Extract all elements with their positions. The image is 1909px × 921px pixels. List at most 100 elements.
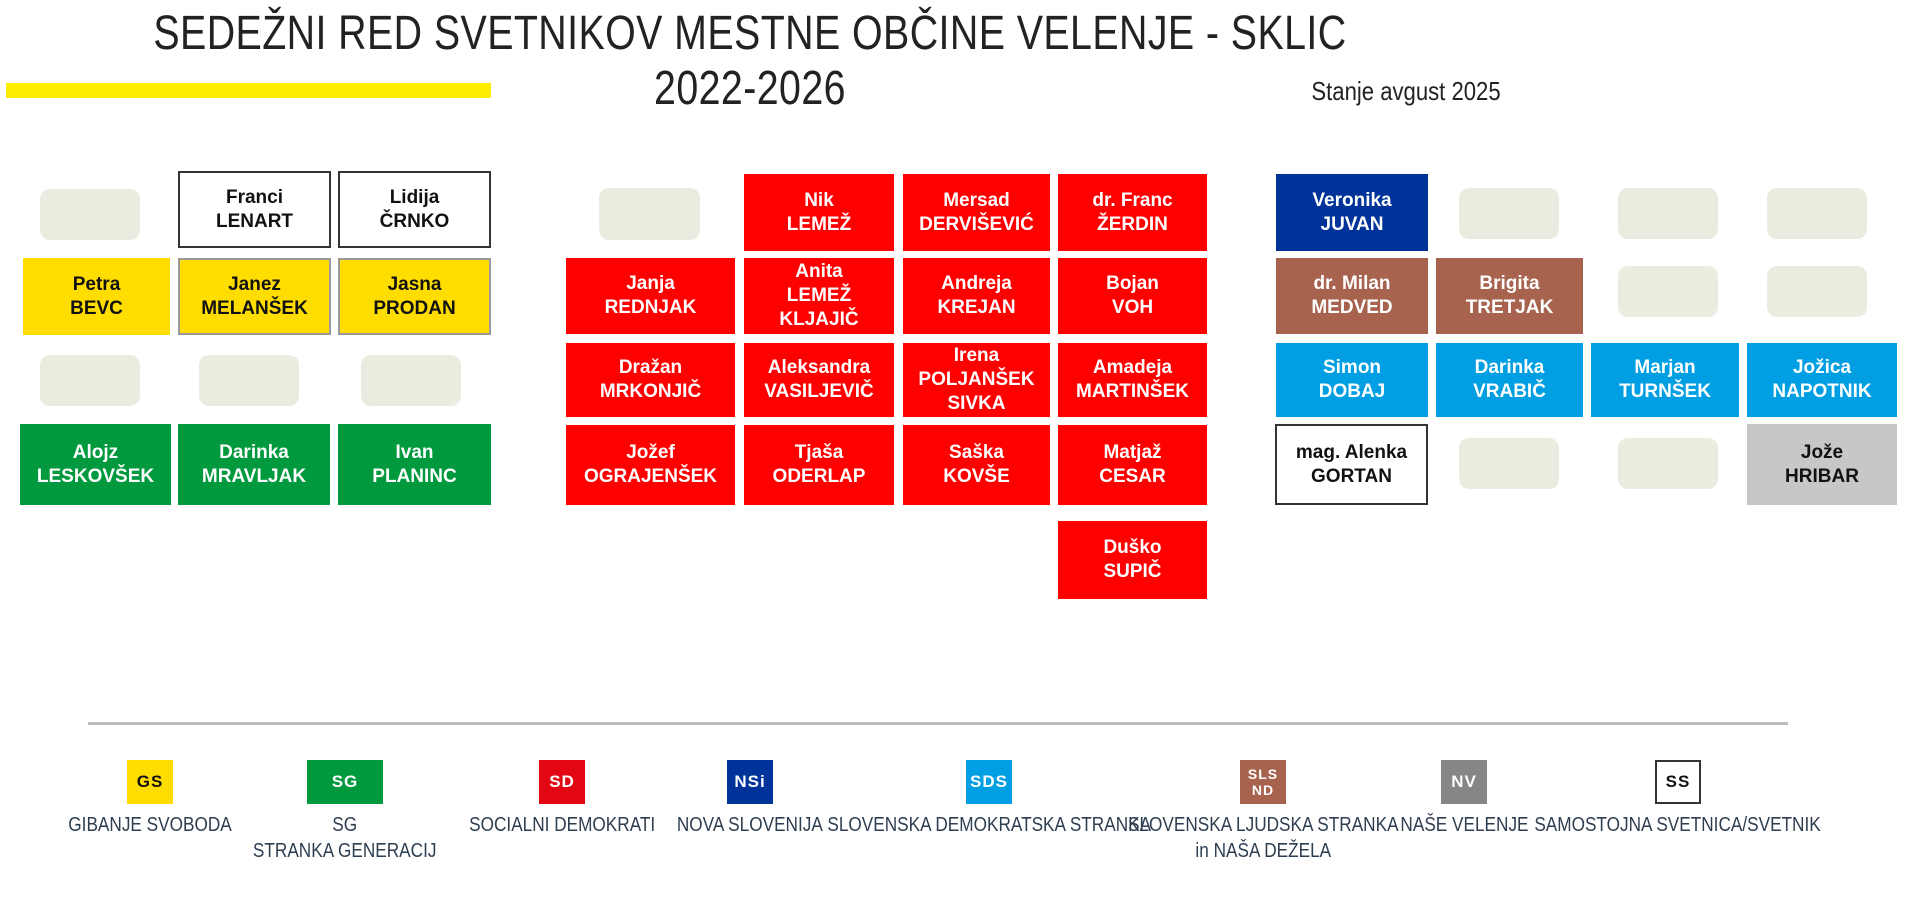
seat-dobaj: Simon DOBAJ bbox=[1276, 343, 1428, 417]
seat-napotnik: Jožica NAPOTNIK bbox=[1747, 343, 1897, 417]
legend-abbr: SD bbox=[549, 772, 575, 791]
legend-abbr: SS bbox=[1665, 772, 1691, 791]
legend-abbr: SG bbox=[331, 772, 359, 791]
seat-first-name: Jasna bbox=[387, 273, 442, 295]
seat-first-name: Anita bbox=[795, 261, 843, 282]
seat-bevc: Petra BEVC bbox=[23, 258, 170, 335]
seat-last-name-2: KLJAJIČ bbox=[779, 309, 859, 330]
legend-label-text: NAŠE VELENJE bbox=[1399, 814, 1529, 836]
seat-vrabic: Darinka VRABIČ bbox=[1436, 343, 1583, 417]
seat-first-name: Irena bbox=[953, 345, 1000, 366]
legend-label-text: STRANKA GENERACIJ bbox=[253, 840, 437, 862]
legend-label: SAMOSTOJNA SVETNICA/SVETNIK bbox=[1535, 812, 1821, 838]
legend-label-text: SLOVENSKA DEMOKRATSKA STRANKA bbox=[827, 814, 1151, 836]
legend-label-text: in NAŠA DEŽELA bbox=[1195, 840, 1331, 862]
seat-oderlap: Tjaša ODERLAP bbox=[744, 425, 894, 505]
seat-first-name: Andreja bbox=[941, 273, 1012, 294]
legend-abbr-2: ND bbox=[1251, 782, 1275, 798]
legend-label: SG STRANKA GENERACIJ bbox=[253, 812, 437, 864]
legend-abbr: GS bbox=[136, 772, 164, 791]
seat-crnko: Lidija ČRNKO bbox=[338, 171, 491, 248]
seat-martinsek: Amadeja MARTINŠEK bbox=[1058, 343, 1207, 417]
legend-swatch-gs: GS bbox=[127, 760, 173, 804]
seat-prodan: Jasna PRODAN bbox=[338, 258, 491, 335]
legend-label: NOVA SLOVENIJA bbox=[677, 812, 823, 838]
seat-lemez-nik: Nik LEMEŽ bbox=[744, 174, 894, 251]
legend-item-nsi: NSi NOVA SLOVENIJA bbox=[650, 760, 850, 838]
seat-first-name: Jožica bbox=[1792, 357, 1852, 378]
seat-mrkonjic: Dražan MRKONJIČ bbox=[566, 343, 735, 417]
legend-item-sd: SD SOCIALNI DEMOKRATI bbox=[462, 760, 662, 838]
seat-first-name: Ivan bbox=[395, 441, 434, 463]
seat-last-name: NAPOTNIK bbox=[1772, 381, 1872, 402]
legend-label-text: SAMOSTOJNA SVETNICA/SVETNIK bbox=[1534, 814, 1822, 836]
seat-last-name: MRKONJIČ bbox=[599, 381, 702, 402]
seat-last-name: KOVŠE bbox=[943, 466, 1010, 487]
seat-first-name: Darinka bbox=[1474, 357, 1545, 378]
empty-seat bbox=[40, 189, 140, 240]
legend-abbr: NSi bbox=[734, 772, 766, 791]
status-date: Stanje avgust 2025 bbox=[1311, 76, 1501, 106]
seat-first-name: Dražan bbox=[618, 357, 683, 378]
seat-first-name: Marjan bbox=[1634, 357, 1696, 378]
seat-vasiljevic: Aleksandra VASILJEVIČ bbox=[744, 343, 894, 417]
seat-last-name: BEVC bbox=[70, 297, 123, 319]
seat-ograjensek: Jožef OGRAJENŠEK bbox=[566, 425, 735, 505]
seat-last-name: ODERLAP bbox=[772, 466, 866, 487]
legend-swatch-sls: SLS ND bbox=[1240, 760, 1286, 804]
seat-planinc: Ivan PLANINC bbox=[338, 424, 491, 505]
legend-label-text: SOCIALNI DEMOKRATI bbox=[468, 814, 656, 836]
accent-bar bbox=[6, 83, 491, 98]
seat-last-name: MRAVLJAK bbox=[201, 465, 307, 487]
seat-first-name: Franci bbox=[225, 186, 284, 208]
empty-seat bbox=[199, 355, 299, 406]
legend-swatch-ss: SS bbox=[1655, 760, 1701, 804]
empty-seat bbox=[1767, 188, 1867, 239]
seat-first-name: Nik bbox=[804, 189, 834, 211]
legend-item-nv: NV NAŠE VELENJE bbox=[1364, 760, 1564, 838]
empty-seat bbox=[1618, 438, 1718, 489]
legend-label: SOCIALNI DEMOKRATI bbox=[469, 812, 655, 838]
seat-krejan: Andreja KREJAN bbox=[903, 258, 1050, 334]
seat-last-name: REDNJAK bbox=[604, 297, 697, 318]
seat-first-name: Lidija bbox=[389, 186, 440, 208]
seat-voh: Bojan VOH bbox=[1058, 258, 1207, 334]
seat-last-name-2: SIVKA bbox=[947, 393, 1006, 414]
seat-first-name: Bojan bbox=[1106, 273, 1159, 294]
seat-leskovsek: Alojz LESKOVŠEK bbox=[20, 424, 171, 505]
legend-abbr: SDS bbox=[970, 772, 1008, 791]
seat-first-name: Amadeja bbox=[1092, 357, 1173, 378]
seat-last-name: KREJAN bbox=[937, 297, 1016, 318]
seat-last-name: GORTAN bbox=[1311, 465, 1392, 487]
seat-kljajic: Anita LEMEŽ KLJAJIČ bbox=[744, 258, 894, 334]
legend-item-ss: SS SAMOSTOJNA SVETNICA/SVETNIK bbox=[1535, 760, 1821, 838]
legend-swatch-sds: SDS bbox=[966, 760, 1012, 804]
empty-seat bbox=[1618, 266, 1718, 317]
legend-label-text: SG bbox=[332, 814, 358, 836]
seat-last-name: MEDVED bbox=[1311, 297, 1393, 318]
seat-tretjak: Brigita TRETJAK bbox=[1436, 258, 1583, 334]
seat-last-name: LEMEŽ bbox=[786, 213, 852, 235]
legend-swatch-sd: SD bbox=[539, 760, 585, 804]
legend-swatch-sg: SG bbox=[307, 760, 383, 804]
seat-rednjak: Janja REDNJAK bbox=[566, 258, 735, 334]
legend-abbr: NV bbox=[1451, 772, 1477, 791]
seat-dervisevic: Mersad DERVIŠEVIĆ bbox=[903, 174, 1050, 251]
seat-last-name: LENART bbox=[215, 210, 294, 232]
seat-last-name: OGRAJENŠEK bbox=[583, 466, 718, 487]
seat-first-name: Aleksandra bbox=[767, 357, 871, 378]
seat-first-name: Tjaša bbox=[794, 442, 844, 463]
seat-last-name: POLJANŠEK bbox=[918, 369, 1035, 390]
seat-last-name: PLANINC bbox=[372, 465, 457, 487]
seat-zerdin: dr. Franc ŽERDIN bbox=[1058, 174, 1207, 251]
legend-label-text: NOVA SLOVENIJA bbox=[677, 814, 823, 836]
seat-first-name: Janja bbox=[626, 273, 675, 294]
seat-last-name: TURNŠEK bbox=[1619, 381, 1711, 402]
seat-first-name: Duško bbox=[1103, 537, 1162, 558]
legend-item-gs: GS GIBANJE SVOBODA bbox=[50, 760, 250, 838]
seat-medved: dr. Milan MEDVED bbox=[1276, 258, 1428, 334]
seat-hribar: Jože HRIBAR bbox=[1747, 424, 1897, 505]
seat-last-name: ŽERDIN bbox=[1097, 213, 1168, 235]
seat-first-name: Brigita bbox=[1479, 273, 1540, 294]
legend-item-sg: SG SG STRANKA GENERACIJ bbox=[245, 760, 445, 864]
